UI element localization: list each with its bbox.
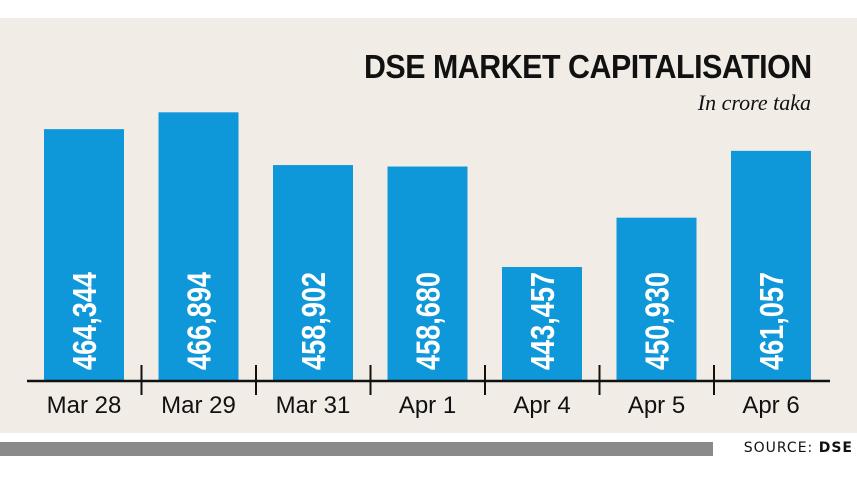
bar-value-label: 466,894 xyxy=(181,271,218,370)
bar-apr-6 xyxy=(731,150,811,380)
bar-mar-29 xyxy=(158,112,239,381)
bar-value-label: 458,680 xyxy=(410,272,447,370)
x-tick-label: Mar 31 xyxy=(276,392,351,419)
x-tick-label: Apr 6 xyxy=(742,392,799,419)
source-divider xyxy=(0,442,713,456)
bar-value-label: 458,902 xyxy=(295,272,332,370)
x-tick-label: Mar 28 xyxy=(47,392,122,419)
bar-mar-28 xyxy=(44,129,124,380)
source-credit: SOURCE: DSE xyxy=(744,440,853,456)
bar-value-label: 464,344 xyxy=(66,271,103,370)
x-tick-label: Apr 5 xyxy=(628,392,685,419)
bar-mar-31 xyxy=(273,165,353,380)
chart-subtitle: In crore taka xyxy=(697,90,811,115)
x-tick-label: Apr 1 xyxy=(399,392,456,419)
bar-value-label: 461,057 xyxy=(753,272,790,370)
source-label: SOURCE: xyxy=(743,440,814,456)
bar-apr-5 xyxy=(616,217,697,380)
bar-value-label: 443,457 xyxy=(524,272,561,370)
bar-value-label: 450,930 xyxy=(639,272,676,370)
x-tick-label: Apr 4 xyxy=(513,392,570,419)
chart-title: DSE MARKET CAPITALISATION xyxy=(364,48,812,85)
source-name: DSE xyxy=(818,440,853,456)
bar-apr-1 xyxy=(387,166,468,380)
bar-apr-4 xyxy=(502,267,582,380)
x-tick-label: Mar 29 xyxy=(161,392,236,419)
